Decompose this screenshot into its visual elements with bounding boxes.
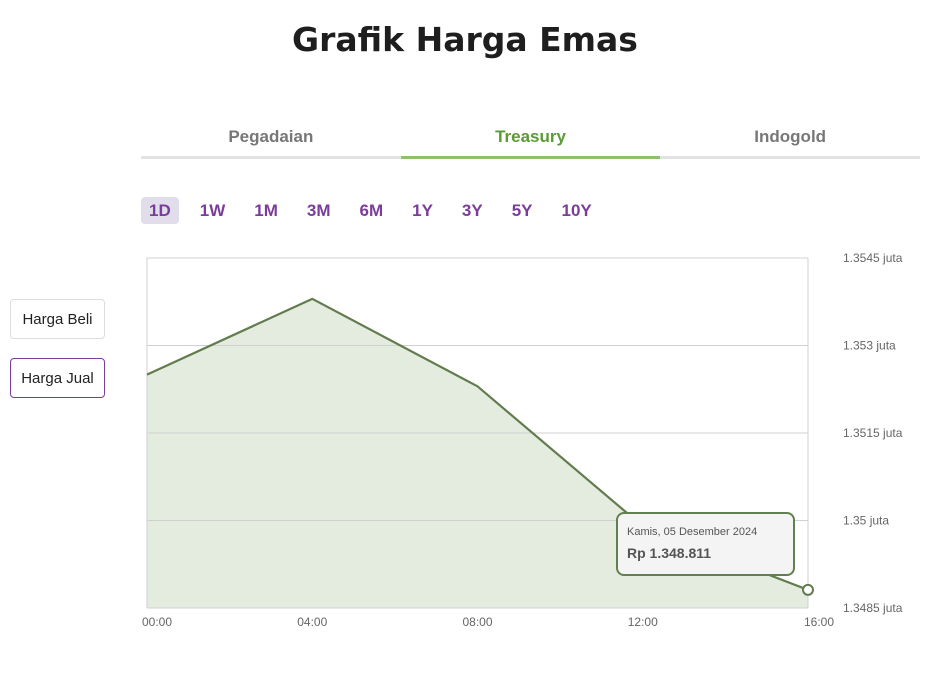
range-5y-button[interactable]: 5Y: [511, 201, 533, 220]
time-range-selector: 1D 1W 1M 3M 6M 1Y 3Y 5Y 10Y: [141, 197, 613, 224]
tooltip-date: Kamis, 05 Desember 2024: [627, 526, 758, 538]
tooltip-price: Rp 1.348.811: [627, 545, 712, 561]
x-tick-label: 04:00: [297, 615, 327, 629]
tab-treasury[interactable]: Treasury: [400, 122, 661, 159]
x-tick-label: 12:00: [628, 615, 658, 629]
harga-jual-button[interactable]: Harga Jual: [10, 358, 105, 398]
y-tick-label: 1.3515 juta: [843, 426, 903, 440]
tab-pegadaian[interactable]: Pegadaian: [228, 127, 314, 146]
x-tick-label: 08:00: [462, 615, 492, 629]
tab-indogold[interactable]: Indogold: [754, 127, 827, 146]
range-3m-button[interactable]: 3M: [306, 201, 331, 220]
x-tick-label: 16:00: [804, 615, 834, 629]
page-title: Grafik Harga Emas: [292, 20, 638, 59]
price-tooltip: Kamis, 05 Desember 2024 Rp 1.348.811: [616, 512, 795, 576]
y-tick-label: 1.353 juta: [843, 339, 896, 353]
source-tabs: Pegadaian Treasury Indogold: [141, 122, 920, 159]
hover-point: [802, 583, 814, 596]
harga-beli-button[interactable]: Harga Beli: [10, 299, 105, 339]
range-3y-button[interactable]: 3Y: [461, 201, 483, 220]
range-6m-button[interactable]: 6M: [359, 201, 384, 220]
range-1m-button[interactable]: 1M: [254, 201, 278, 220]
range-1d-button[interactable]: 1D: [141, 197, 179, 224]
y-tick-label: 1.3545 juta: [843, 251, 903, 265]
y-tick-label: 1.3485 juta: [843, 601, 903, 615]
range-1w-button[interactable]: 1W: [199, 201, 226, 220]
range-10y-button[interactable]: 10Y: [561, 201, 592, 220]
y-tick-label: 1.35 juta: [843, 514, 889, 528]
x-tick-label: 00:00: [142, 615, 172, 629]
range-1y-button[interactable]: 1Y: [412, 201, 433, 220]
